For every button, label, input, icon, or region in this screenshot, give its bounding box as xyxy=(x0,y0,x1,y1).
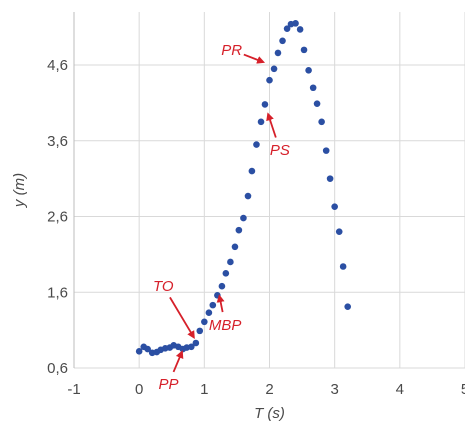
data-point xyxy=(248,167,256,175)
y-axis-title: y (m) xyxy=(11,173,28,208)
x-tick-label: 1 xyxy=(200,381,208,398)
data-point xyxy=(344,303,352,310)
data-point xyxy=(253,141,260,148)
data-point xyxy=(240,214,247,222)
annotation-label: PR xyxy=(221,42,242,59)
data-point xyxy=(227,258,234,266)
data-point xyxy=(331,203,338,210)
data-point xyxy=(192,339,200,347)
x-axis-title: T (s) xyxy=(254,405,285,422)
data-point xyxy=(279,37,286,45)
annotation-label: PS xyxy=(270,142,290,159)
annotation-label: PP xyxy=(158,376,178,393)
annotation-arrow xyxy=(169,296,195,340)
data-point xyxy=(270,65,278,73)
x-tick-label: 0 xyxy=(135,381,143,398)
x-tick-label: 3 xyxy=(330,381,338,398)
annotation-arrow xyxy=(216,294,225,313)
data-point xyxy=(188,343,195,351)
data-point xyxy=(318,118,325,126)
y-tick-label: 0,6 xyxy=(47,360,68,377)
data-point xyxy=(209,301,217,309)
data-point xyxy=(283,25,291,32)
data-point xyxy=(196,327,204,335)
annotation-label: MBP xyxy=(209,317,242,334)
data-point xyxy=(296,26,304,33)
data-point xyxy=(244,192,252,200)
data-point xyxy=(292,20,299,27)
x-tick-label: 4 xyxy=(396,381,404,398)
x-tick-label: -1 xyxy=(67,381,80,398)
data-point xyxy=(218,282,226,290)
data-point xyxy=(261,101,269,108)
tick-labels: -1 0 1 2 3 4 5 0,6 1,6 2,6 3,6 4,6 xyxy=(47,57,465,398)
data-point xyxy=(335,228,343,235)
annotation-arrow xyxy=(243,53,266,64)
annotation-arrow xyxy=(172,350,184,373)
data-point xyxy=(231,243,239,251)
data-point xyxy=(205,309,213,317)
data-point xyxy=(235,226,243,234)
data-point xyxy=(313,100,321,107)
data-point xyxy=(135,348,143,355)
data-point xyxy=(326,175,334,182)
data-point xyxy=(309,84,317,92)
x-tick-label: 2 xyxy=(265,381,273,398)
data-point xyxy=(222,270,230,277)
y-tick-label: 4,6 xyxy=(47,57,68,74)
data-point xyxy=(322,147,330,154)
data-point xyxy=(274,49,282,57)
y-tick-label: 2,6 xyxy=(47,209,68,226)
data-point xyxy=(257,118,265,126)
y-tick-label: 1,6 xyxy=(47,284,68,301)
annotation-label: TO xyxy=(153,278,174,295)
grid xyxy=(73,12,465,369)
data-point xyxy=(201,318,208,326)
x-tick-label: 5 xyxy=(461,381,465,398)
data-point xyxy=(339,263,347,270)
y-tick-label: 3,6 xyxy=(47,133,68,150)
data-point xyxy=(144,345,151,353)
annotations: TO PP MBP PS PR xyxy=(153,42,290,393)
data-points xyxy=(135,20,352,357)
data-point xyxy=(266,76,273,84)
data-point xyxy=(305,67,312,74)
annotation-arrow xyxy=(266,112,277,138)
data-point xyxy=(300,46,308,54)
